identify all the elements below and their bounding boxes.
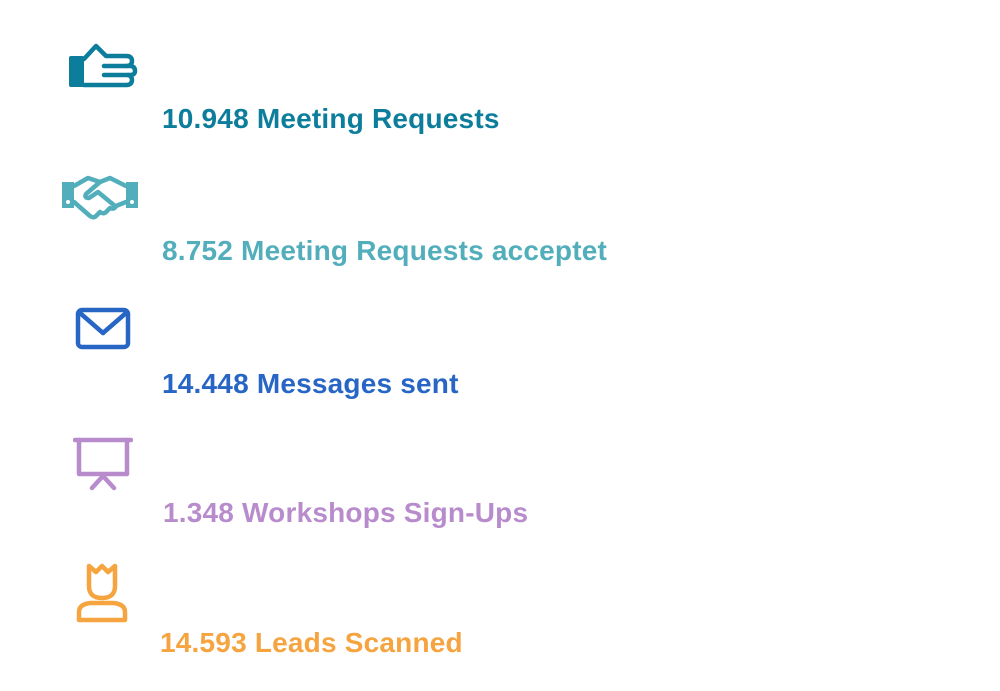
meeting-requests-accepted-stat: 8.752 Meeting Requests acceptet	[162, 235, 608, 266]
envelope-icon	[75, 307, 131, 351]
crowned-person-icon	[74, 562, 130, 624]
handshake-icon	[60, 172, 140, 222]
workshop-signups-stat: 1.348 Workshops Sign-Ups	[163, 497, 529, 528]
leads-scanned-stat: 14.593 Leads Scanned	[160, 627, 463, 658]
meeting-requests-stat: 10.948 Meeting Requests	[162, 103, 500, 134]
messages-sent-stat: 14.448 Messages sent	[162, 368, 459, 399]
presentation-board-icon	[73, 436, 133, 492]
pointing-hand-icon	[66, 42, 138, 92]
